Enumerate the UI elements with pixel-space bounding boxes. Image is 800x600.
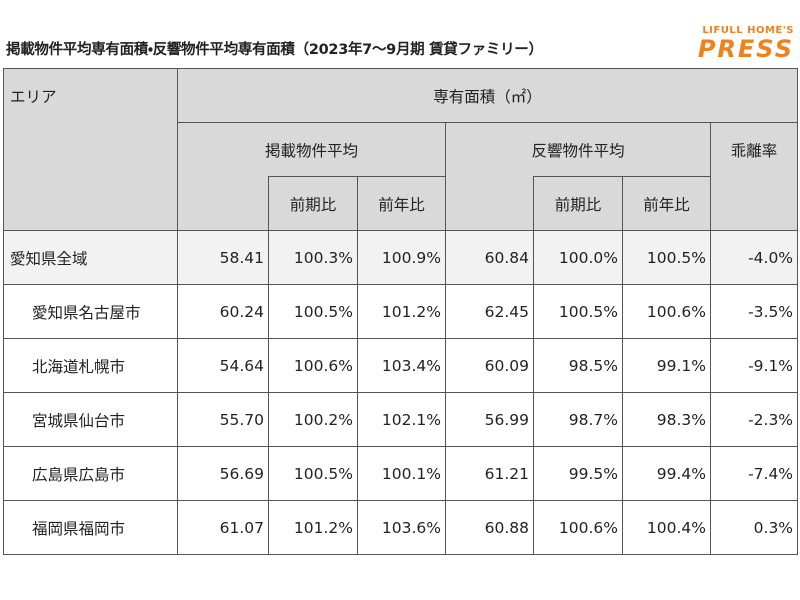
value-cell: 60.84 (445, 230, 534, 285)
value-cell: 100.9% (357, 230, 446, 285)
area-cell: 宮城県仙台市 (3, 392, 178, 447)
logo: LIFULL HOME'S PRESS (697, 25, 794, 63)
value-cell: 61.07 (177, 500, 269, 555)
value-cell: 100.5% (268, 284, 358, 339)
value-cell: 100.0% (533, 230, 623, 285)
value-cell: 100.3% (268, 230, 358, 285)
table-head: エリア 専有面積（㎡） 掲載物件平均 反響物件平均 乖離率 前期比 前年比 前期… (3, 68, 799, 231)
value-cell: 58.41 (177, 230, 269, 285)
value-cell: 60.24 (177, 284, 269, 339)
area-cell: 愛知県名古屋市 (3, 284, 178, 339)
header-cell: 乖離率 (709, 122, 799, 231)
value-cell: 100.1% (357, 446, 446, 501)
value-cell: 100.6% (533, 500, 623, 555)
value-cell: 54.64 (177, 338, 269, 393)
logo-brand: LIFULL HOME'S (702, 25, 794, 36)
value-cell: -2.3% (709, 392, 799, 447)
value-cell: 62.45 (445, 284, 534, 339)
title: 掲載物件平均専有面積・反響物件平均専有面積（2023年7～9月期 賃貸ファミリー… (6, 42, 543, 58)
value-cell: 100.5% (622, 230, 711, 285)
header-cell: 前年比 (357, 176, 446, 231)
value-cell: -7.4% (709, 446, 799, 501)
value-cell: 61.21 (445, 446, 534, 501)
value-cell: 100.5% (533, 284, 623, 339)
value-cell: 100.6% (268, 338, 358, 393)
value-cell: 101.2% (357, 284, 446, 339)
value-cell: 99.4% (622, 446, 711, 501)
value-cell: -9.1% (709, 338, 799, 393)
value-cell: 55.70 (177, 392, 269, 447)
header-cell: 前年比 (622, 176, 711, 231)
header-cell: 専有面積（㎡） (176, 68, 799, 123)
value-cell: 56.99 (445, 392, 534, 447)
table-body: 愛知県全域 58.41 100.3% 100.9% 60.84 100.0% 100.5% -… (3, 230, 799, 555)
table-row: 愛知県名古屋市 60.24 100.5% 101.2% 62.45 100.5% 100.6… (3, 284, 799, 339)
table-row: 愛知県全域 58.41 100.3% 100.9% 60.84 100.0% 100.5% -… (3, 230, 799, 285)
value-cell: 100.5% (268, 446, 358, 501)
value-cell: 98.3% (622, 392, 711, 447)
header-cell: 前期比 (268, 176, 358, 231)
value-cell: 100.6% (622, 284, 711, 339)
value-cell: 100.2% (268, 392, 358, 447)
value-cell: 99.5% (533, 446, 623, 501)
area-cell: 愛知県全域 (3, 230, 178, 285)
area-cell: 広島県広島市 (3, 446, 178, 501)
header-cell (445, 176, 534, 231)
value-cell: 102.1% (357, 392, 446, 447)
header-cell: 掲載物件平均 (177, 122, 446, 177)
value-cell: 99.1% (622, 338, 711, 393)
area-cell: 北海道札幌市 (3, 338, 178, 393)
table-row: 北海道札幌市 54.64 100.6% 103.4% 60.09 98.5% 99.1% -9… (3, 338, 799, 393)
value-cell: 100.4% (622, 500, 711, 555)
value-cell: -4.0% (709, 230, 799, 285)
value-cell: 98.5% (533, 338, 623, 393)
value-cell: 103.4% (357, 338, 446, 393)
data-table: エリア 専有面積（㎡） 掲載物件平均 反響物件平均 乖離率 前期比 前年比 前期… (3, 68, 799, 555)
header-cell: 前期比 (533, 176, 623, 231)
value-cell: 60.88 (445, 500, 534, 555)
value-cell: -3.5% (709, 284, 799, 339)
header-cell: エリア (3, 68, 178, 231)
table-row: 宮城県仙台市 55.70 100.2% 102.1% 56.99 98.7% 98.3% -2… (3, 392, 799, 447)
header-cell: 反響物件平均 (445, 122, 711, 177)
value-cell: 56.69 (177, 446, 269, 501)
value-cell: 101.2% (268, 500, 358, 555)
area-cell: 福岡県福岡市 (3, 500, 178, 555)
table-row: 広島県広島市 56.69 100.5% 100.1% 61.21 99.5% 99.4% -7… (3, 446, 799, 501)
value-cell: 0.3% (709, 500, 799, 555)
table-row: 福岡県福岡市 61.07 101.2% 103.6% 60.88 100.6% 100.4%… (3, 500, 799, 555)
logo-name: PRESS (697, 35, 794, 63)
value-cell: 60.09 (445, 338, 534, 393)
header-cell (177, 176, 269, 231)
value-cell: 98.7% (533, 392, 623, 447)
value-cell: 103.6% (357, 500, 446, 555)
